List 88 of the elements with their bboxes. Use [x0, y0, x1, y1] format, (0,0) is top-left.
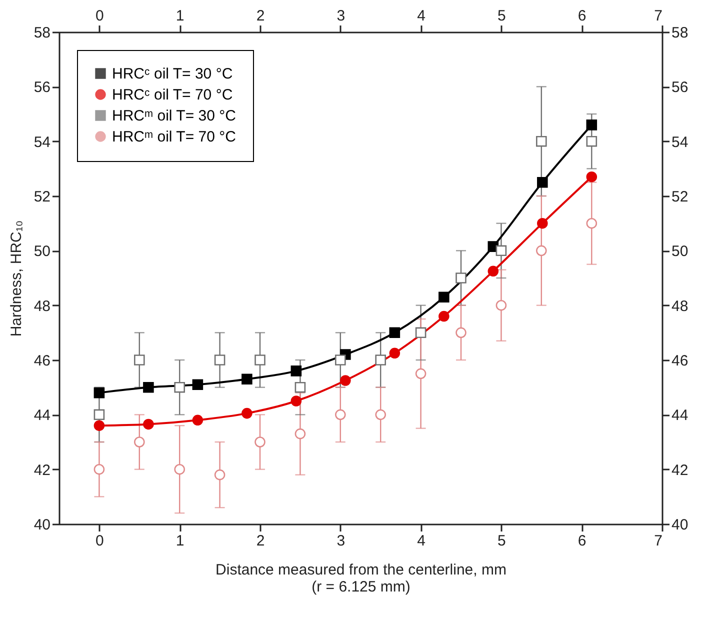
- point: [294, 428, 306, 440]
- point: [375, 409, 386, 420]
- y2-tick-label: 56: [672, 79, 688, 96]
- x-tick-label: 1: [176, 8, 184, 24]
- point: [94, 420, 105, 431]
- point: [134, 436, 145, 448]
- y-tick-label: 54: [34, 134, 50, 151]
- x2-tick-label: 0: [96, 532, 104, 550]
- x2-tick-label: 3: [336, 532, 346, 550]
- point: [174, 464, 185, 475]
- x-tick-label: 4: [417, 8, 426, 24]
- point: [254, 436, 266, 448]
- x-tick-label: 2: [256, 8, 265, 24]
- x-tick-label: 5: [498, 8, 506, 24]
- point: [214, 354, 226, 366]
- y-tick-label: 44: [34, 407, 50, 424]
- point: [438, 310, 450, 322]
- point: [143, 418, 154, 430]
- point: [537, 218, 548, 229]
- point: [254, 354, 266, 366]
- point: [456, 272, 466, 284]
- point: [143, 382, 154, 393]
- x-axis-title: Distance measured from the centerline, mm (r = 6.125 mm): [216, 562, 506, 596]
- point: [335, 354, 346, 366]
- y2-tick-label: 52: [672, 188, 688, 206]
- point: [496, 245, 507, 256]
- y2-tick-label: 48: [672, 298, 688, 315]
- y-tick-label: 52: [34, 188, 50, 206]
- point: [290, 366, 302, 376]
- point: [456, 327, 466, 338]
- point: [586, 120, 598, 130]
- point: [134, 354, 145, 366]
- point: [174, 382, 185, 393]
- legend-label: HRCᶜ oil T= 70 °C: [112, 86, 233, 104]
- y-tick-label: 56: [34, 79, 50, 96]
- point: [415, 327, 426, 338]
- x2-tick-label: 6: [578, 532, 586, 550]
- point: [294, 382, 306, 393]
- point: [586, 171, 598, 182]
- legend-label: HRCᵐ oil T= 30 °C: [112, 108, 236, 124]
- point: [94, 409, 105, 420]
- legend-label: HRCᶜ oil T= 30 °C: [112, 66, 233, 82]
- point: [537, 176, 548, 188]
- x2-tick-label: 4: [417, 532, 426, 550]
- point: [242, 374, 252, 385]
- point: [496, 300, 507, 311]
- x2-tick-label: 7: [654, 532, 662, 550]
- y2-tick-label: 50: [672, 243, 688, 260]
- point: [214, 469, 226, 480]
- point: [290, 396, 302, 406]
- x-tick-label: 3: [336, 8, 346, 24]
- point: [488, 266, 499, 277]
- x-tick-label: 6: [578, 8, 586, 24]
- point: [192, 414, 204, 426]
- x-tick-label: 0: [96, 8, 104, 24]
- y-tick-label: 46: [34, 352, 50, 370]
- legend-label: HRCᵐ oil T= 70 °C: [112, 128, 236, 146]
- y-tick-label: 48: [34, 298, 50, 315]
- y2-tick-label: 40: [672, 516, 688, 534]
- y-tick-label: 42: [34, 462, 50, 479]
- point: [335, 409, 346, 420]
- y-tick-label: 58: [34, 24, 50, 42]
- x-tick-label: 7: [654, 8, 662, 24]
- y2-tick-label: 42: [672, 462, 688, 479]
- point: [94, 464, 105, 475]
- x2-tick-label: 5: [498, 532, 506, 550]
- point: [389, 348, 400, 359]
- point: [438, 292, 450, 303]
- y2-tick-label: 54: [672, 134, 688, 151]
- x2-tick-label: 2: [256, 532, 265, 550]
- point: [389, 327, 400, 338]
- y2-tick-label: 44: [672, 407, 688, 424]
- point: [242, 408, 252, 419]
- point: [415, 368, 426, 380]
- y-tick-label: 40: [34, 516, 50, 534]
- point: [94, 387, 105, 398]
- x2-tick-label: 1: [176, 532, 184, 550]
- point: [536, 245, 547, 256]
- point: [586, 218, 598, 229]
- y-axis-title: Hardness, HRC₁₀: [8, 220, 25, 337]
- y-tick-label: 50: [34, 243, 50, 260]
- y2-tick-label: 46: [672, 352, 688, 370]
- point: [375, 354, 386, 366]
- point: [536, 136, 547, 147]
- point: [192, 379, 204, 390]
- point: [586, 136, 598, 147]
- y2-tick-label: 58: [672, 24, 688, 42]
- point: [340, 375, 351, 386]
